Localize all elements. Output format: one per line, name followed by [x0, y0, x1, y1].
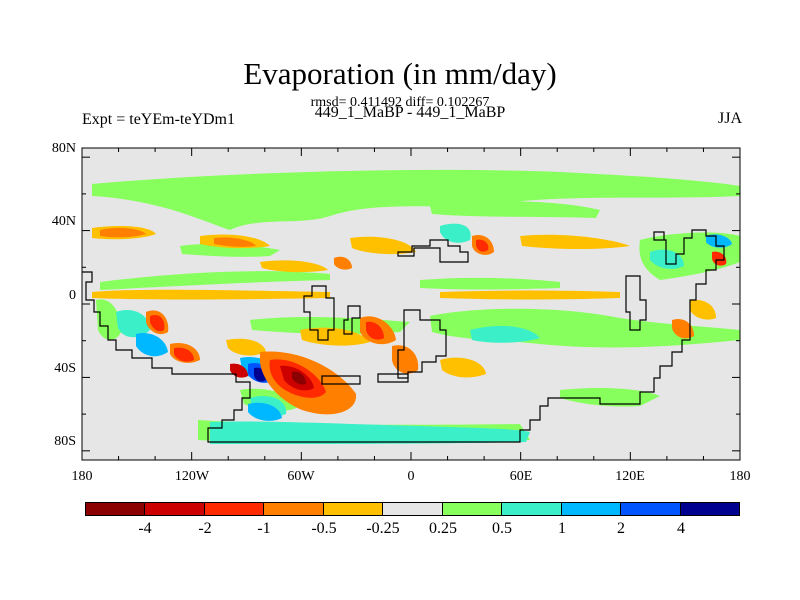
y-tick-label: 40N — [51, 214, 76, 229]
x-tick-label: 60W — [287, 469, 315, 484]
colorbar-swatch — [86, 503, 145, 515]
colorbar-swatch — [144, 503, 204, 515]
contour-region — [136, 332, 168, 357]
colorbar-label: 4 — [677, 520, 685, 537]
colorbar-label: 0.5 — [492, 520, 512, 537]
experiment-label: Expt = teYEm-teYDm1 — [82, 111, 235, 128]
contour-region — [430, 201, 600, 218]
contour-region — [92, 169, 740, 230]
colorbar-label: -4 — [138, 520, 152, 537]
contour-region — [476, 239, 489, 252]
y-tick-label: 80S — [54, 434, 76, 449]
contour-region — [248, 402, 282, 421]
coastline — [82, 229, 725, 443]
contour-region — [100, 227, 146, 238]
colorbar-swatch — [620, 503, 680, 515]
colorbar-label: 2 — [617, 520, 625, 537]
colorbar-label: 0.25 — [429, 520, 457, 537]
coastline — [303, 285, 335, 341]
coastline — [343, 305, 361, 335]
coastline — [397, 309, 447, 379]
contour-region — [96, 299, 122, 340]
colorbar-swatch — [501, 503, 561, 515]
x-tick-label: 0 — [407, 469, 415, 484]
y-tick-label: 40S — [54, 361, 76, 376]
contour-region — [470, 325, 540, 343]
contour-region — [706, 234, 732, 248]
axis-ticks — [81, 148, 741, 460]
contour-region — [672, 318, 694, 339]
x-tick-label: 120W — [174, 469, 210, 484]
colorbar-swatch — [679, 503, 739, 515]
coastline — [321, 375, 361, 385]
x-tick-label: 120E — [615, 469, 645, 484]
coastline — [397, 239, 469, 263]
contour-region — [260, 260, 328, 273]
x-tick-label: 60E — [509, 469, 533, 484]
colorbar-swatch — [441, 503, 502, 515]
coastline — [625, 275, 647, 331]
coastline — [377, 373, 409, 383]
x-tick-label: 180 — [71, 469, 93, 484]
figure-title: Evaporation (in mm/day) — [243, 56, 557, 91]
colorbar-swatch — [382, 503, 442, 515]
contour-region — [292, 371, 306, 385]
contour-region — [116, 310, 150, 338]
contour-region — [520, 234, 630, 249]
contour-region — [350, 236, 416, 255]
stats-text: rmsd= 0.411492 diff= 0.102267 — [310, 95, 490, 110]
x-tick-label: 180 — [729, 469, 751, 484]
colorbar-label: -2 — [198, 520, 212, 537]
contour-region — [440, 290, 620, 300]
case-label: 449_1_MaBP - 449_1_MaBP — [314, 104, 506, 121]
colorbar-label: -1 — [257, 520, 271, 537]
contour-region — [690, 299, 716, 320]
contour-region — [440, 357, 486, 378]
contour-region — [150, 314, 165, 332]
coastlines — [82, 229, 725, 443]
contour-region — [100, 271, 330, 290]
colorbar-swatch — [263, 503, 323, 515]
colorbar-swatch — [322, 503, 383, 515]
y-tick-label: 80N — [51, 141, 76, 156]
y-tick-label: 0 — [69, 288, 76, 303]
contour-region — [560, 388, 660, 407]
contour-region — [92, 289, 330, 300]
contour-region — [334, 256, 352, 270]
field-contours — [92, 169, 740, 444]
season-label: JJA — [717, 110, 742, 127]
colorbar-swatch — [560, 503, 621, 515]
contour-region — [214, 237, 256, 247]
contour-region — [210, 421, 530, 444]
contour-region — [420, 277, 560, 290]
colorbar-label: -0.25 — [366, 520, 400, 537]
contour-region — [174, 347, 194, 362]
colorbar — [85, 502, 740, 516]
contour-region — [366, 321, 384, 340]
contour-region — [226, 338, 266, 356]
colorbar-label: -0.5 — [311, 520, 337, 537]
contour-region — [440, 223, 471, 243]
colorbar-label: 1 — [558, 520, 566, 537]
colorbar-swatch — [203, 503, 264, 515]
